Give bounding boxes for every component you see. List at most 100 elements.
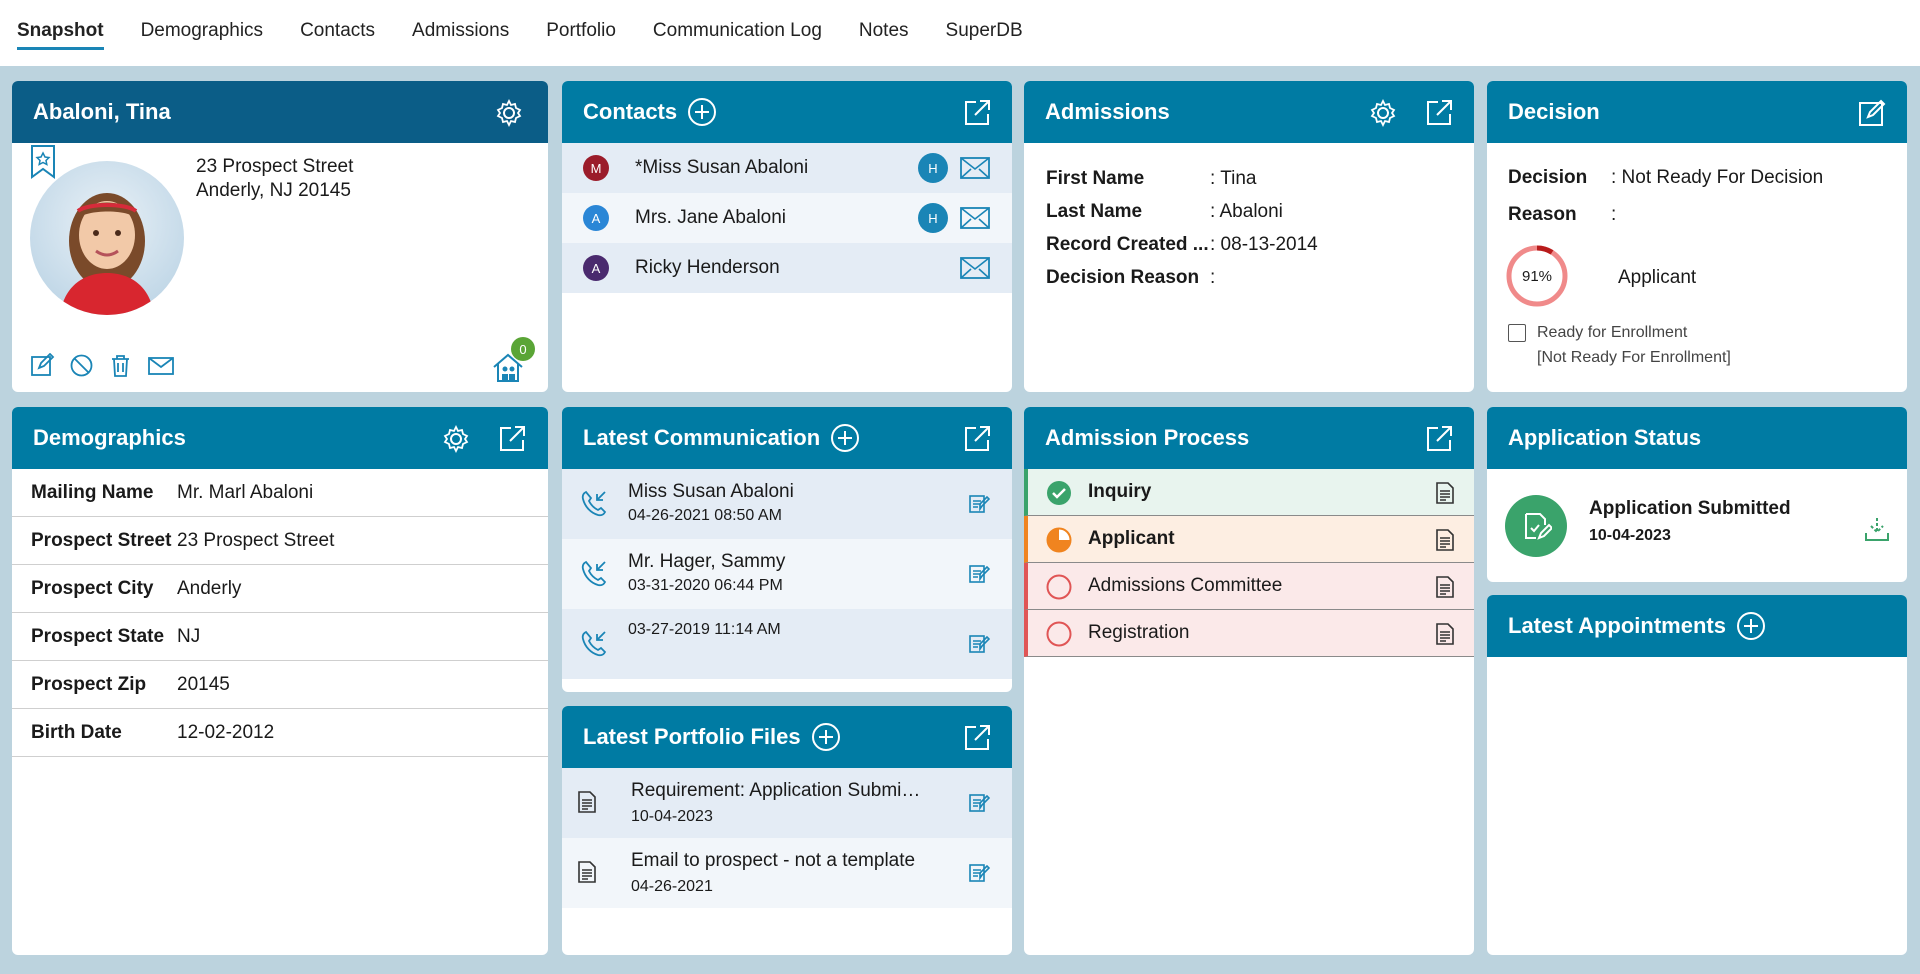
tab-contacts[interactable]: Contacts (300, 20, 376, 41)
note-edit-icon[interactable] (968, 862, 990, 884)
admission-field: Record Created ...: 08-13-2014 (1046, 234, 1318, 255)
check-circle-icon (1046, 480, 1072, 506)
top-nav: Snapshot Demographics Contacts Admission… (0, 0, 1920, 66)
contacts-title: Contacts (583, 99, 678, 124)
tab-notes[interactable]: Notes (858, 20, 909, 41)
appointments-card: Latest Appointments (1487, 595, 1907, 955)
edit-icon[interactable] (1857, 98, 1887, 128)
note-edit-icon[interactable] (968, 633, 990, 655)
block-icon[interactable] (69, 353, 94, 378)
household-icon[interactable] (492, 353, 524, 383)
contact-avatar: M (583, 155, 609, 181)
tab-admissions[interactable]: Admissions (412, 20, 510, 41)
application-status-card: Application Status Application Submitted… (1487, 407, 1907, 582)
communication-title: Latest Communication (583, 425, 821, 450)
add-communication-icon[interactable] (830, 423, 860, 453)
tab-snapshot[interactable]: Snapshot (17, 0, 104, 50)
portfolio-file-date: 04-26-2021 (631, 878, 713, 895)
document-icon[interactable] (1434, 528, 1456, 552)
tab-communication-log[interactable]: Communication Log (652, 20, 822, 41)
note-edit-icon[interactable] (968, 493, 990, 515)
contact-avatar: A (583, 255, 609, 281)
open-external-icon[interactable] (497, 424, 527, 454)
home-badge[interactable]: H (918, 153, 948, 183)
document-icon (576, 860, 598, 884)
open-external-icon[interactable] (1424, 424, 1454, 454)
mail-icon[interactable] (960, 257, 990, 279)
appointments-header: Latest Appointments (1487, 595, 1907, 657)
process-step[interactable]: Registration (1024, 610, 1474, 657)
add-contact-icon[interactable] (687, 97, 717, 127)
process-step[interactable]: Inquiry (1024, 469, 1474, 516)
communication-row[interactable]: 03-27-2019 11:14 AM (562, 609, 1012, 679)
communication-row[interactable]: Mr. Hager, Sammy 03-31-2020 06:44 PM (562, 539, 1012, 609)
demographics-row: Mailing Name Mr. Marl Abaloni (12, 469, 548, 517)
decision-row: Decision: Not Ready For Decision (1508, 167, 1824, 188)
decision-title: Decision (1508, 99, 1600, 124)
communication-name: Miss Susan Abaloni (628, 481, 794, 502)
add-portfolio-file-icon[interactable] (811, 722, 841, 752)
home-badge[interactable]: H (918, 203, 948, 233)
download-icon[interactable] (1863, 515, 1891, 543)
communication-header: Latest Communication (562, 407, 1012, 469)
ready-enrollment-checkbox[interactable] (1508, 324, 1526, 342)
tab-superdb[interactable]: SuperDB (945, 20, 1023, 41)
address-line2: Anderly, NJ 20145 (196, 180, 351, 201)
open-external-icon[interactable] (962, 723, 992, 753)
communication-row[interactable]: Miss Susan Abaloni 04-26-2021 08:50 AM (562, 469, 1012, 539)
progress-text: 91% (1521, 267, 1553, 285)
profile-name: Abaloni, Tina (33, 99, 171, 124)
document-icon[interactable] (1434, 622, 1456, 646)
gear-icon[interactable] (441, 424, 471, 454)
portfolio-row[interactable]: Requirement: Application Submi… 10-04-20… (562, 768, 1012, 838)
contact-avatar: A (583, 205, 609, 231)
reason-row: Reason: (1508, 204, 1617, 225)
tab-portfolio[interactable]: Portfolio (546, 20, 616, 41)
admissions-title: Admissions (1045, 99, 1170, 124)
communication-date: 03-31-2020 06:44 PM (628, 577, 783, 594)
contact-row[interactable]: A Ricky Henderson (562, 243, 1012, 293)
open-external-icon[interactable] (962, 98, 992, 128)
portfolio-header: Latest Portfolio Files (562, 706, 1012, 768)
application-status-text: Application Submitted (1589, 498, 1791, 519)
note-edit-icon[interactable] (968, 792, 990, 814)
contact-name: Mrs. Jane Abaloni (635, 207, 787, 228)
portfolio-file-name: Requirement: Application Submi… (631, 780, 921, 801)
decision-header: Decision (1487, 81, 1907, 143)
gear-icon[interactable] (494, 98, 524, 128)
open-external-icon[interactable] (1424, 98, 1454, 128)
edit-icon[interactable] (30, 353, 55, 378)
demographics-row: Prospect Street 23 Prospect Street (12, 517, 548, 565)
application-status-date: 10-04-2023 (1589, 527, 1671, 544)
stage-label: Applicant (1618, 267, 1697, 288)
document-icon[interactable] (1434, 481, 1456, 505)
mail-icon[interactable] (147, 353, 175, 378)
portfolio-title: Latest Portfolio Files (583, 724, 801, 749)
gear-icon[interactable] (1368, 98, 1398, 128)
open-external-icon[interactable] (962, 424, 992, 454)
communication-date: 03-27-2019 11:14 AM (628, 621, 781, 638)
incoming-call-icon (580, 629, 608, 657)
mail-icon[interactable] (960, 157, 990, 179)
appointments-title: Latest Appointments (1508, 613, 1726, 638)
process-step[interactable]: Applicant (1024, 516, 1474, 563)
contact-name: *Miss Susan Abaloni (635, 157, 809, 178)
tab-demographics[interactable]: Demographics (140, 20, 264, 41)
portfolio-row[interactable]: Email to prospect - not a template 04-26… (562, 838, 1012, 908)
admissions-fields: First Name: Tina Last Name: Abaloni Reco… (1024, 143, 1474, 289)
note-edit-icon[interactable] (968, 563, 990, 585)
process-steps: Inquiry Applicant Admissions Committee R… (1024, 469, 1474, 657)
mail-icon[interactable] (960, 207, 990, 229)
demographics-row: Prospect City Anderly (12, 565, 548, 613)
contact-row[interactable]: A Mrs. Jane Abaloni H (562, 193, 1012, 243)
process-step[interactable]: Admissions Committee (1024, 563, 1474, 610)
communication-list: Miss Susan Abaloni 04-26-2021 08:50 AM M… (562, 469, 1012, 679)
contact-row[interactable]: M *Miss Susan Abaloni H (562, 143, 1012, 193)
document-icon[interactable] (1434, 575, 1456, 599)
trash-icon[interactable] (108, 353, 133, 378)
bookmark-star-icon[interactable] (30, 145, 56, 179)
process-step-label: Applicant (1088, 528, 1175, 549)
application-submitted-icon (1505, 495, 1567, 557)
add-appointment-icon[interactable] (1736, 611, 1766, 641)
progress-ring: 91% (1505, 244, 1569, 308)
